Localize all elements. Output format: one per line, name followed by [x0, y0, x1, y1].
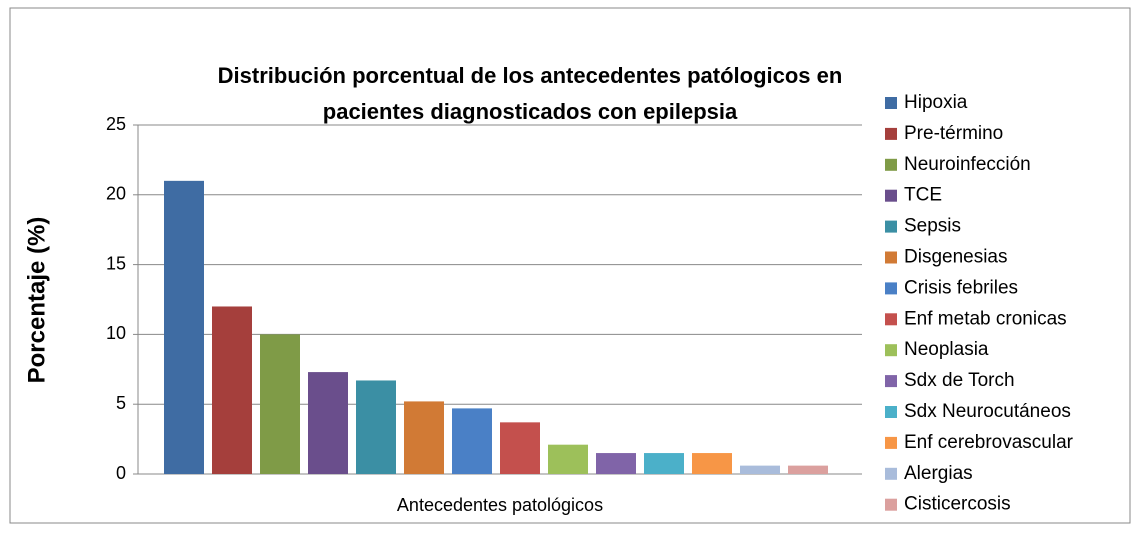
legend-swatch: [885, 467, 897, 480]
bar: [356, 380, 396, 474]
legend-label: TCE: [904, 185, 942, 206]
legend-label: Alergias: [904, 463, 973, 484]
legend-label: Crisis febriles: [904, 277, 1018, 298]
y-tick-label: 15: [106, 253, 126, 273]
bar: [404, 401, 444, 474]
legend-label: Neuroinfección: [904, 154, 1031, 175]
legend-label: Cisticercosis: [904, 494, 1011, 515]
legend-label: Pre-término: [904, 123, 1003, 144]
legend-swatch: [885, 406, 897, 418]
legend-label: Enf metab cronicas: [904, 308, 1067, 329]
legend-swatch: [885, 251, 897, 264]
legend-label: Hipoxia: [904, 92, 968, 113]
y-tick-label: 25: [106, 114, 126, 134]
legend-label: Sdx de Torch: [904, 370, 1015, 391]
legend-swatch: [885, 344, 897, 357]
bar: [308, 372, 348, 474]
bar: [452, 408, 492, 474]
y-tick-label: 0: [116, 463, 126, 483]
legend-label: Sepsis: [904, 216, 961, 237]
legend-swatch: [885, 189, 897, 202]
bar: [212, 306, 252, 474]
bar: [548, 444, 588, 474]
bar: [788, 465, 828, 474]
bar: [692, 453, 732, 474]
legend-swatch: [885, 97, 897, 109]
bar: [500, 422, 540, 474]
legend-swatch: [885, 436, 897, 449]
bar: [596, 453, 636, 474]
legend-label: Disgenesias: [904, 247, 1008, 268]
legend-swatch: [885, 375, 897, 388]
bar: [260, 334, 300, 474]
bar: [740, 465, 780, 474]
legend-swatch: [885, 127, 897, 140]
legend-swatch: [885, 158, 897, 171]
legend-swatch: [885, 313, 897, 326]
bar: [644, 453, 684, 474]
bar: [164, 180, 204, 474]
legend-swatch: [885, 282, 897, 295]
chart-title: pacientes diagnosticados con epilepsia: [323, 99, 738, 124]
x-axis-label: Antecedentes patológicos: [397, 495, 603, 515]
chart-title: Distribución porcentual de los anteceden…: [218, 63, 843, 88]
legend-swatch: [885, 220, 897, 233]
legend-label: Enf cerebrovascular: [904, 432, 1074, 453]
legend-label: Sdx Neurocutáneos: [904, 401, 1071, 422]
y-tick-label: 20: [106, 184, 126, 204]
legend-label: Neoplasia: [904, 339, 989, 360]
y-tick-label: 5: [116, 393, 126, 413]
y-axis-label: Porcentaje (%): [23, 217, 50, 384]
legend-swatch: [885, 498, 897, 511]
y-tick-label: 10: [106, 323, 126, 343]
